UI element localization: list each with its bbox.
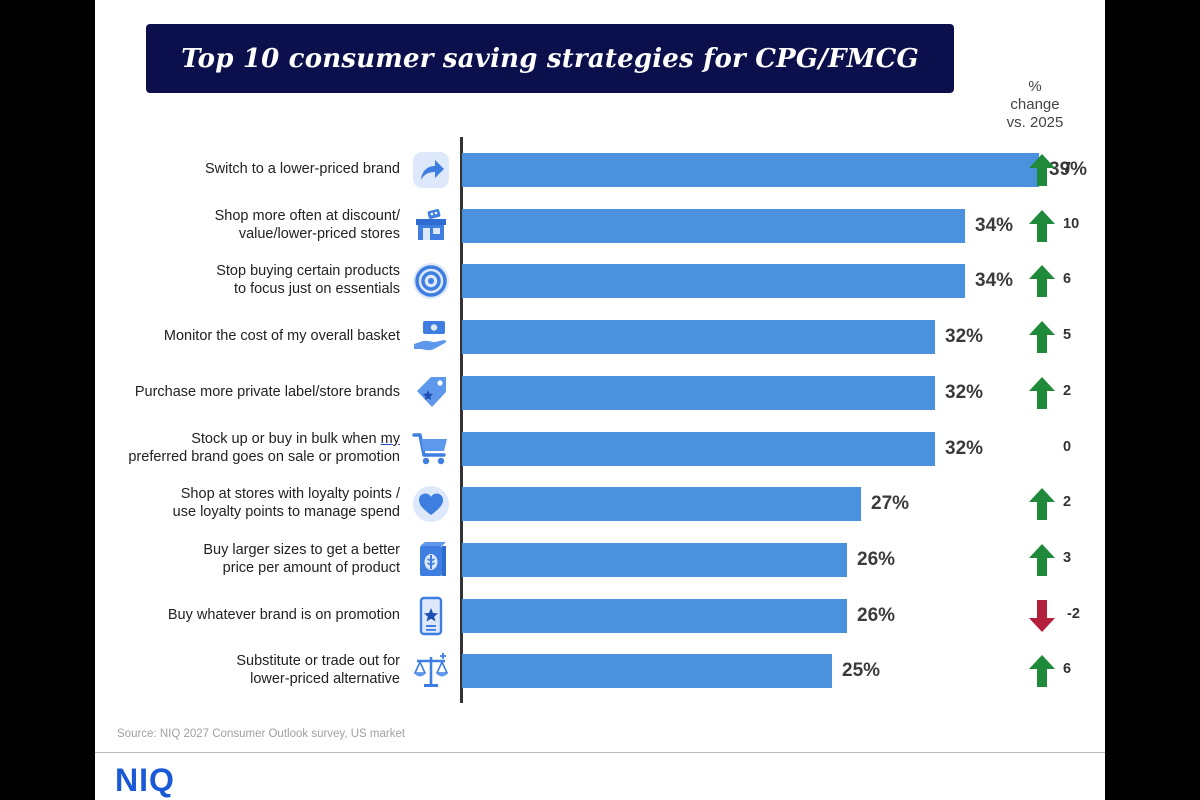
category-label-line: Purchase more private label/store brands	[134, 384, 400, 400]
slide: Top 10 consumer saving strategies for CP…	[95, 0, 1105, 800]
category-label: Monitor the cost of my overall basket	[95, 327, 400, 345]
category-label-line: to focus just on essentials	[233, 281, 400, 297]
niq-logo: NIQ	[115, 762, 175, 798]
bar-value-label: 27%	[871, 493, 910, 514]
category-label: Shop at stores with loyalty points / use …	[95, 485, 400, 521]
category-label: Stock up or buy in bulk when my preferred…	[95, 430, 400, 466]
category-label: Switch to a lower-priced brand	[95, 160, 400, 178]
redirect-arrow-icon	[411, 150, 451, 190]
target-icon	[411, 261, 451, 301]
up-arrow-icon	[1029, 265, 1055, 297]
up-arrow-icon	[1029, 210, 1055, 242]
shopping-cart-icon	[411, 429, 451, 469]
category-axis-line	[460, 137, 463, 703]
title-banner: Top 10 consumer saving strategies for CP…	[146, 24, 954, 93]
bar-value-label: 26%	[857, 605, 896, 626]
bar	[462, 153, 1039, 187]
source-note: Source: NIQ 2027 Consumer Outlook survey…	[117, 728, 406, 740]
change-header-line-3: vs. 2025	[1006, 114, 1064, 131]
category-label-line: Stock up or buy in bulk when my	[191, 431, 400, 447]
bar-value-label: 34%	[975, 270, 1014, 291]
category-label: Substitute or trade out for lower-priced …	[95, 652, 400, 688]
up-arrow-icon	[1029, 544, 1055, 576]
price-tag-icon	[411, 373, 451, 413]
category-label-line: price per amount of product	[222, 560, 400, 576]
category-label-line: Buy larger sizes to get a better	[203, 542, 400, 558]
category-label-line: use loyalty points to manage spend	[172, 504, 400, 520]
category-label-line: value/lower-priced stores	[238, 226, 400, 242]
category-label-line: Monitor the cost of my overall basket	[163, 328, 400, 344]
bar	[462, 320, 935, 354]
category-label-line: Stop buying certain products	[216, 263, 400, 279]
category-label-line: Substitute or trade out for	[236, 653, 400, 669]
change-value: 2	[1063, 383, 1072, 399]
up-arrow-icon	[1029, 154, 1055, 186]
change-column-header: % change vs. 2025	[995, 78, 1075, 132]
category-label: Buy whatever brand is on promotion	[95, 606, 400, 624]
change-value: 6	[1063, 271, 1072, 287]
phone-star-icon	[411, 596, 451, 636]
bar	[462, 487, 861, 521]
bar-value-label: 32%	[945, 326, 984, 347]
up-arrow-icon	[1029, 488, 1055, 520]
up-arrow-icon	[1029, 377, 1055, 409]
category-label-line: preferred brand goes on sale or promotio…	[128, 449, 400, 465]
cereal-box-icon	[411, 540, 451, 580]
category-label-line: Shop at stores with loyalty points /	[180, 486, 400, 502]
bar-value-label: 26%	[857, 549, 896, 570]
category-label-line: Switch to a lower-priced brand	[204, 161, 400, 177]
heart-icon	[411, 484, 451, 524]
bar	[462, 209, 965, 243]
category-label: Stop buying certain products to focus jus…	[95, 262, 400, 298]
category-label: Buy larger sizes to get a better price pe…	[95, 541, 400, 577]
up-arrow-icon	[1029, 655, 1055, 687]
bar	[462, 599, 847, 633]
change-value: 6	[1063, 661, 1072, 677]
change-value: 0	[1063, 439, 1072, 455]
footer-divider	[95, 752, 1105, 753]
change-value: 10	[1063, 216, 1080, 232]
storefront-icon	[411, 206, 451, 246]
hand-money-icon	[411, 317, 451, 357]
change-header-line-2: change	[1010, 96, 1060, 113]
change-header-line-1: %	[1028, 78, 1042, 95]
category-label-line: Buy whatever brand is on promotion	[167, 607, 400, 623]
change-value: 5	[1063, 327, 1072, 343]
balance-scale-icon	[411, 651, 451, 691]
bar	[462, 432, 935, 466]
change-value: 2	[1063, 494, 1072, 510]
bar-value-label: 32%	[945, 438, 984, 459]
bar	[462, 376, 935, 410]
bar	[462, 654, 832, 688]
down-arrow-icon	[1029, 600, 1055, 632]
bar-value-label: 39%	[1049, 159, 1088, 180]
up-arrow-icon	[1029, 321, 1055, 353]
change-value: 7	[1063, 160, 1072, 176]
change-value: -2	[1067, 606, 1080, 622]
category-label-line: lower-priced alternative	[250, 671, 400, 687]
bar	[462, 543, 847, 577]
category-label: Purchase more private label/store brands	[95, 383, 400, 401]
bar	[462, 264, 965, 298]
chart-title: Top 10 consumer saving strategies for CP…	[181, 43, 919, 74]
change-value: 3	[1063, 550, 1072, 566]
bar-value-label: 25%	[842, 660, 881, 681]
bar-value-label: 34%	[975, 215, 1014, 236]
category-label: Shop more often at discount/value/lower-…	[95, 207, 400, 243]
bar-value-label: 32%	[945, 382, 984, 403]
category-label-line: Shop more often at discount/	[214, 208, 400, 224]
